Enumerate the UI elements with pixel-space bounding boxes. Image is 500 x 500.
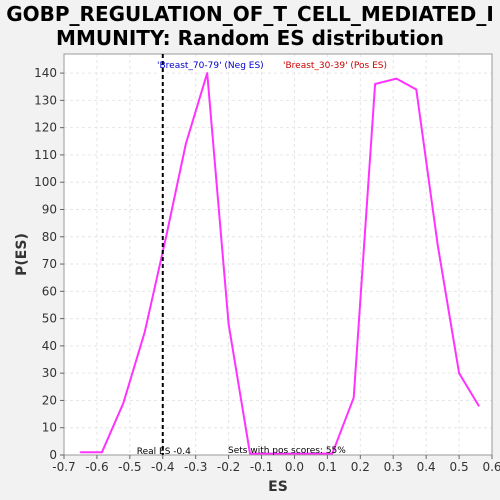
data-point <box>478 405 480 407</box>
y-tick-label: 80 <box>42 230 57 244</box>
y-axis-title: P(ES) <box>14 233 30 276</box>
data-point <box>310 452 312 455</box>
data-point <box>122 402 125 404</box>
data-point <box>185 143 187 145</box>
y-tick-label: 60 <box>42 284 57 298</box>
data-point <box>143 331 146 334</box>
data-point <box>436 244 439 246</box>
data-point <box>270 452 273 455</box>
distribution-line <box>80 72 480 455</box>
y-tick-label: 140 <box>34 66 57 80</box>
x-tick-label: 0.4 <box>417 460 436 474</box>
data-point <box>458 372 460 374</box>
axes: -0.7 -0.6 -0.5 -0.4 -0.3 -0.2 -0.1 0.0 0.1 0.2 0.3… <box>34 53 500 474</box>
y-tick-label: 20 <box>42 393 57 407</box>
data-point <box>206 72 209 74</box>
plot-area <box>64 54 492 455</box>
pos-scores-annotation: Sets with pos scores: 55% <box>228 446 346 456</box>
data-point <box>293 452 296 455</box>
y-tick-label: 50 <box>42 312 57 326</box>
x-tick-label: -0.4 <box>151 460 174 474</box>
data-point <box>227 323 230 325</box>
y-tick-label: 30 <box>42 366 57 380</box>
x-tick-label: -0.7 <box>52 460 75 474</box>
chart-title: GOBP_REGULATION_OF_T_CELL_MEDIATED_I MMU… <box>6 2 494 50</box>
data-point <box>415 88 418 91</box>
data-point <box>165 235 167 238</box>
data-point <box>352 396 355 399</box>
x-tick-label: -0.1 <box>250 460 273 474</box>
y-tick-label: 90 <box>42 202 57 216</box>
y-tick-label: 10 <box>42 421 57 435</box>
x-tick-label: 0.2 <box>351 460 370 474</box>
data-point <box>101 451 103 454</box>
y-tick-label: 100 <box>34 175 57 189</box>
data-point <box>374 83 376 85</box>
x-tick-label: -0.5 <box>118 460 141 474</box>
data-point <box>249 452 251 455</box>
y-tick-label: 40 <box>42 339 57 353</box>
x-tick-label: 0.5 <box>450 460 469 474</box>
x-tick-label: 0.6 <box>482 460 500 474</box>
data-point <box>395 77 398 80</box>
y-tick-label: 130 <box>34 93 57 107</box>
x-tick-label: -0.6 <box>85 460 108 474</box>
real-es-label: Real ES -0.4 <box>137 447 191 457</box>
y-tick-label: 110 <box>34 148 57 162</box>
series-line <box>79 72 480 455</box>
y-tick-label: 120 <box>34 121 57 135</box>
x-tick-label: 0.0 <box>285 460 304 474</box>
plot-border <box>63 53 493 456</box>
data-point <box>79 451 82 454</box>
data-point <box>331 452 334 455</box>
x-tick-label: 0.3 <box>384 460 403 474</box>
y-tick-label: 70 <box>42 257 57 271</box>
y-tick-label: 0 <box>49 448 57 462</box>
x-axis-title: ES <box>268 479 288 495</box>
x-tick-label: -0.2 <box>217 460 240 474</box>
legend-item-neg: 'Breast_70-79' (Neg ES) <box>157 61 264 71</box>
x-tick-label: 0.1 <box>318 460 337 474</box>
legend-item-pos: 'Breast_30-39' (Pos ES) <box>283 61 387 71</box>
x-tick-label: -0.3 <box>184 460 207 474</box>
